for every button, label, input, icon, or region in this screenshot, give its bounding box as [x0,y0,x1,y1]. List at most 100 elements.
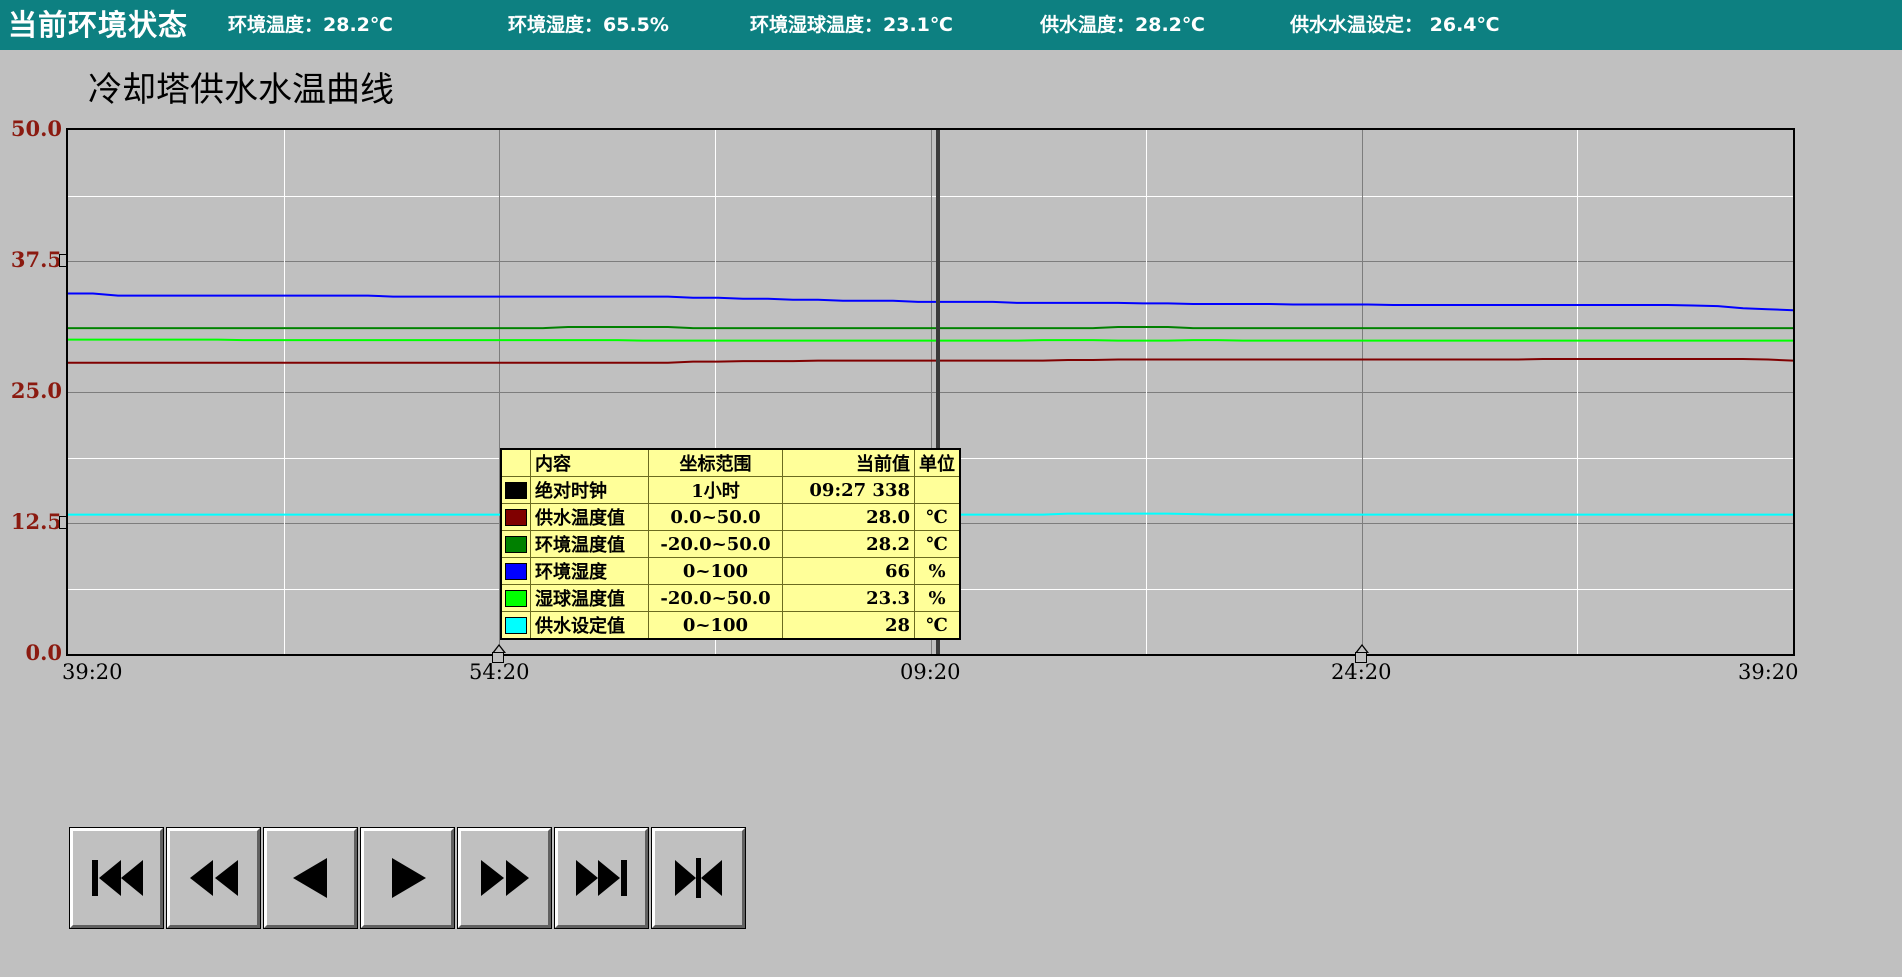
legend-header-row: 内容 坐标范围 当前值 单位 [500,448,961,477]
status-item-ambient-temperature: 环境温度：28.2℃ [228,12,393,38]
legend-color-swatch-cell [500,584,531,612]
x-axis-tick-label: 39:20 [1738,660,1799,684]
legend-row[interactable]: 湿球温度值 -20.0~50.0 23.3% [500,584,961,612]
x-axis: 39:20 54:20 09:20 24:20 39:20 [0,644,1902,690]
step-back-icon [283,853,339,903]
legend-series-range: 1小时 [648,476,783,504]
chart-cursor-line[interactable] [936,130,940,654]
chart-series-line [68,327,1793,328]
fast-forward-icon [477,853,533,903]
chart-series-line [68,294,1793,311]
status-item-label: 环境温度： [228,14,324,36]
chart-title: 冷却塔供水水温曲线 [88,70,394,110]
x-axis-range-marker-handle[interactable] [492,652,504,663]
gridline-horizontal [68,261,1793,262]
step-forward-button[interactable] [360,827,455,929]
skip-to-end-icon [574,853,630,903]
rewind-button[interactable] [166,827,261,929]
legend-row[interactable]: 环境温度值 -20.0~50.0 28.2 ℃ [500,530,961,558]
legend-series-name: 供水设定值 [530,611,649,640]
status-item-supply-water-temperature: 供水温度：28.2℃ [1040,12,1205,38]
status-item-label: 环境湿度： [508,14,604,36]
y-axis-tick-label: 50.0 [10,116,62,141]
legend-color-swatch-cell [500,476,531,504]
gridline-vertical [499,130,500,654]
y-axis-tick-label: 12.5 [10,509,62,534]
gridline-vertical [931,130,932,654]
gridline-vertical [715,130,716,654]
status-item-label: 供水温度： [1040,14,1136,36]
legend-series-name: 绝对时钟 [530,476,649,504]
legend-series-unit: ℃ [914,611,961,640]
legend-series-unit: ℃ [914,503,961,531]
legend-color-swatch-cell [500,557,531,585]
x-axis-tick-label: 39:20 [62,660,123,684]
legend-header-swatch [500,448,531,477]
status-item-ambient-humidity: 环境湿度：65.5% [508,12,669,38]
chart-legend-table: 内容 坐标范围 当前值 单位 绝对时钟 1小时 09:27 338 供水温度值 0.0~… [500,448,961,640]
playback-controls [69,827,749,932]
collapse-center-button[interactable] [651,827,746,929]
status-item-value: 26.4℃ [1423,14,1500,36]
legend-series-name: 环境温度值 [530,530,649,558]
legend-color-swatch [505,535,527,553]
status-item-value: 65.5% [603,14,669,36]
legend-row[interactable]: 供水设定值 0~100 28 ℃ [500,611,961,640]
legend-series-range: 0~100 [648,557,783,585]
legend-header-name: 内容 [530,448,649,477]
legend-row[interactable]: 供水温度值 0.0~50.0 28.0 ℃ [500,503,961,531]
x-axis-tick-label: 54:20 [469,660,530,684]
collapse-center-icon [671,853,727,903]
legend-color-swatch-cell [500,530,531,558]
legend-series-value: 28 [782,611,915,640]
step-back-button[interactable] [263,827,358,929]
status-bar: 当前环境状态 环境温度：28.2℃ 环境湿度：65.5% 环境湿球温度：23.1… [0,0,1902,50]
legend-series-range: -20.0~50.0 [648,584,783,612]
legend-series-name: 环境湿度 [530,557,649,585]
rewind-icon [186,853,242,903]
status-item-supply-water-setpoint: 供水水温设定： 26.4℃ [1290,12,1500,38]
chart-series-layer [68,130,1793,654]
legend-series-value: 28.2 [782,530,915,558]
legend-color-swatch-cell [500,503,531,531]
skip-to-start-icon [89,853,145,903]
status-item-label: 环境湿球温度： [750,14,884,36]
legend-series-unit: ℃ [914,530,961,558]
x-axis-tick-label: 24:20 [1331,660,1392,684]
legend-series-unit: % [914,584,961,612]
status-bar-title: 当前环境状态 [8,8,189,42]
legend-row[interactable]: 环境湿度 0~100 66% [500,557,961,585]
y-axis: 50.0 37.5 25.0 12.5 0.0 [0,116,80,665]
legend-series-name: 湿球温度值 [530,584,649,612]
x-axis-range-marker[interactable] [492,644,506,664]
legend-header-range: 坐标范围 [648,448,783,477]
legend-body: 绝对时钟 1小时 09:27 338 供水温度值 0.0~50.0 28.0 ℃ 环境温度值 -… [500,476,961,640]
status-item-wetbulb-temperature: 环境湿球温度：23.1℃ [750,12,953,38]
legend-color-swatch [505,481,527,499]
x-axis-range-marker[interactable] [1355,644,1369,664]
chart-series-line [68,340,1793,341]
gridline-vertical [1362,130,1363,654]
skip-to-end-button[interactable] [554,827,649,929]
legend-series-name: 供水温度值 [530,503,649,531]
legend-color-swatch [505,616,527,634]
legend-series-range: 0.0~50.0 [648,503,783,531]
legend-series-unit: % [914,557,961,585]
legend-series-value: 09:27 338 [782,476,915,504]
legend-color-swatch [505,508,527,526]
legend-header-unit: 单位 [914,448,961,477]
gridline-horizontal [68,392,1793,393]
legend-color-swatch [505,589,527,607]
y-axis-tick-label: 0.0 [25,640,62,665]
fast-forward-button[interactable] [457,827,552,929]
legend-header-value: 当前值 [782,448,915,477]
x-axis-tick-label: 09:20 [900,660,961,684]
gridline-vertical [1146,130,1147,654]
step-forward-icon [380,853,436,903]
legend-color-swatch-cell [500,611,531,640]
x-axis-range-marker-handle[interactable] [1355,652,1367,663]
gridline-vertical [284,130,285,654]
legend-row[interactable]: 绝对时钟 1小时 09:27 338 [500,476,961,504]
status-item-label: 供水水温设定： [1290,14,1424,36]
skip-to-start-button[interactable] [69,827,164,929]
